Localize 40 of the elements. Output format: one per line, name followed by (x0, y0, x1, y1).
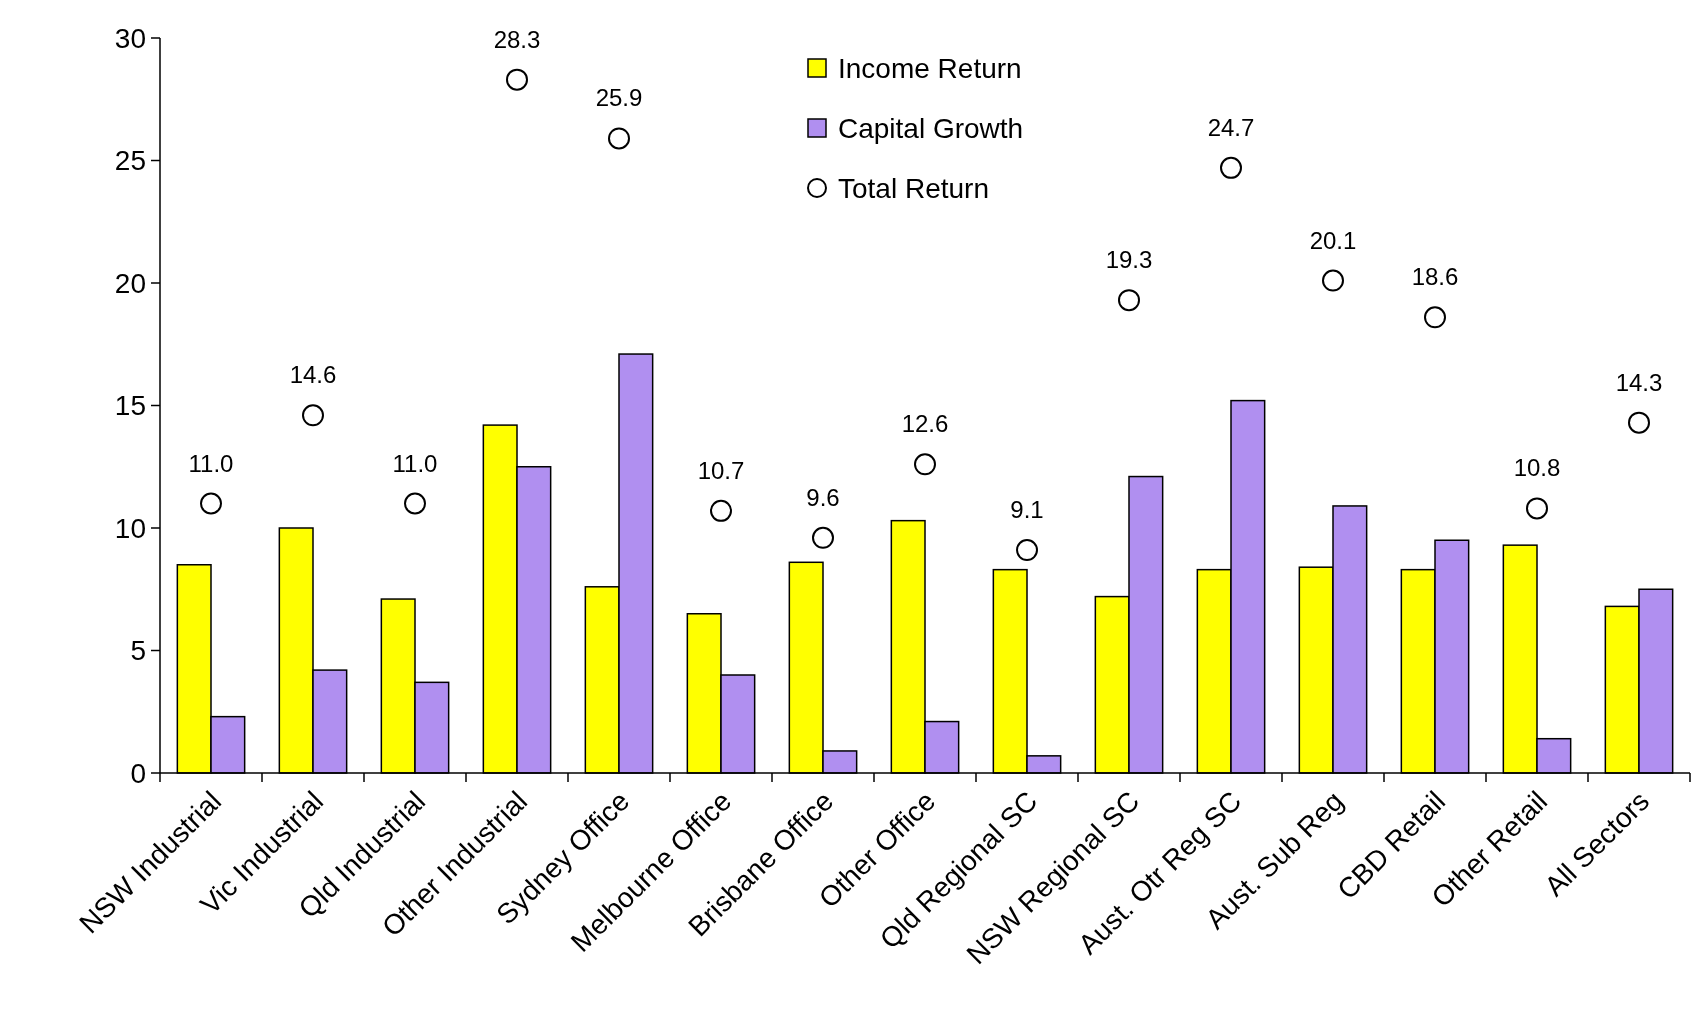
point (506, 68, 528, 91)
point (200, 492, 222, 515)
data-label: 10.8 (1513, 454, 1561, 482)
point (710, 499, 732, 522)
y-tick-label: 25 (114, 145, 146, 177)
legend-label: Income Return (838, 52, 1022, 84)
data-label: 9.6 (806, 483, 840, 511)
point (1628, 411, 1650, 434)
data-label: 14.6 (289, 361, 337, 389)
data-label: 28.3 (493, 25, 541, 53)
legend-label: Capital Growth (838, 112, 1024, 144)
data-label: 24.7 (1207, 113, 1255, 141)
data-label: 12.6 (901, 410, 949, 438)
data-label: 19.3 (1105, 246, 1153, 274)
data-label: 25.9 (595, 84, 643, 112)
data-label: 11.0 (392, 449, 438, 477)
point (1220, 156, 1242, 179)
data-label: 20.1 (1309, 226, 1357, 254)
data-label: 9.1 (1010, 496, 1044, 524)
y-tick-label: 5 (130, 635, 146, 667)
legend-label: Total Return (838, 172, 989, 204)
point (302, 404, 324, 427)
point (608, 127, 630, 150)
y-tick-label: 0 (130, 757, 146, 789)
data-label: 14.3 (1615, 368, 1663, 396)
point (1424, 306, 1446, 329)
y-tick-label: 15 (114, 390, 146, 422)
point (404, 492, 426, 515)
point (1526, 497, 1548, 520)
point (1322, 269, 1344, 292)
point (1118, 289, 1140, 312)
y-tick-label: 20 (114, 267, 146, 299)
data-label: 11.0 (188, 449, 234, 477)
data-label: 18.6 (1411, 263, 1459, 291)
y-tick-label: 30 (114, 22, 146, 54)
y-tick-label: 10 (114, 512, 146, 544)
point (914, 453, 936, 476)
point (812, 526, 834, 549)
data-label: 10.7 (697, 456, 745, 484)
point (1016, 539, 1038, 562)
